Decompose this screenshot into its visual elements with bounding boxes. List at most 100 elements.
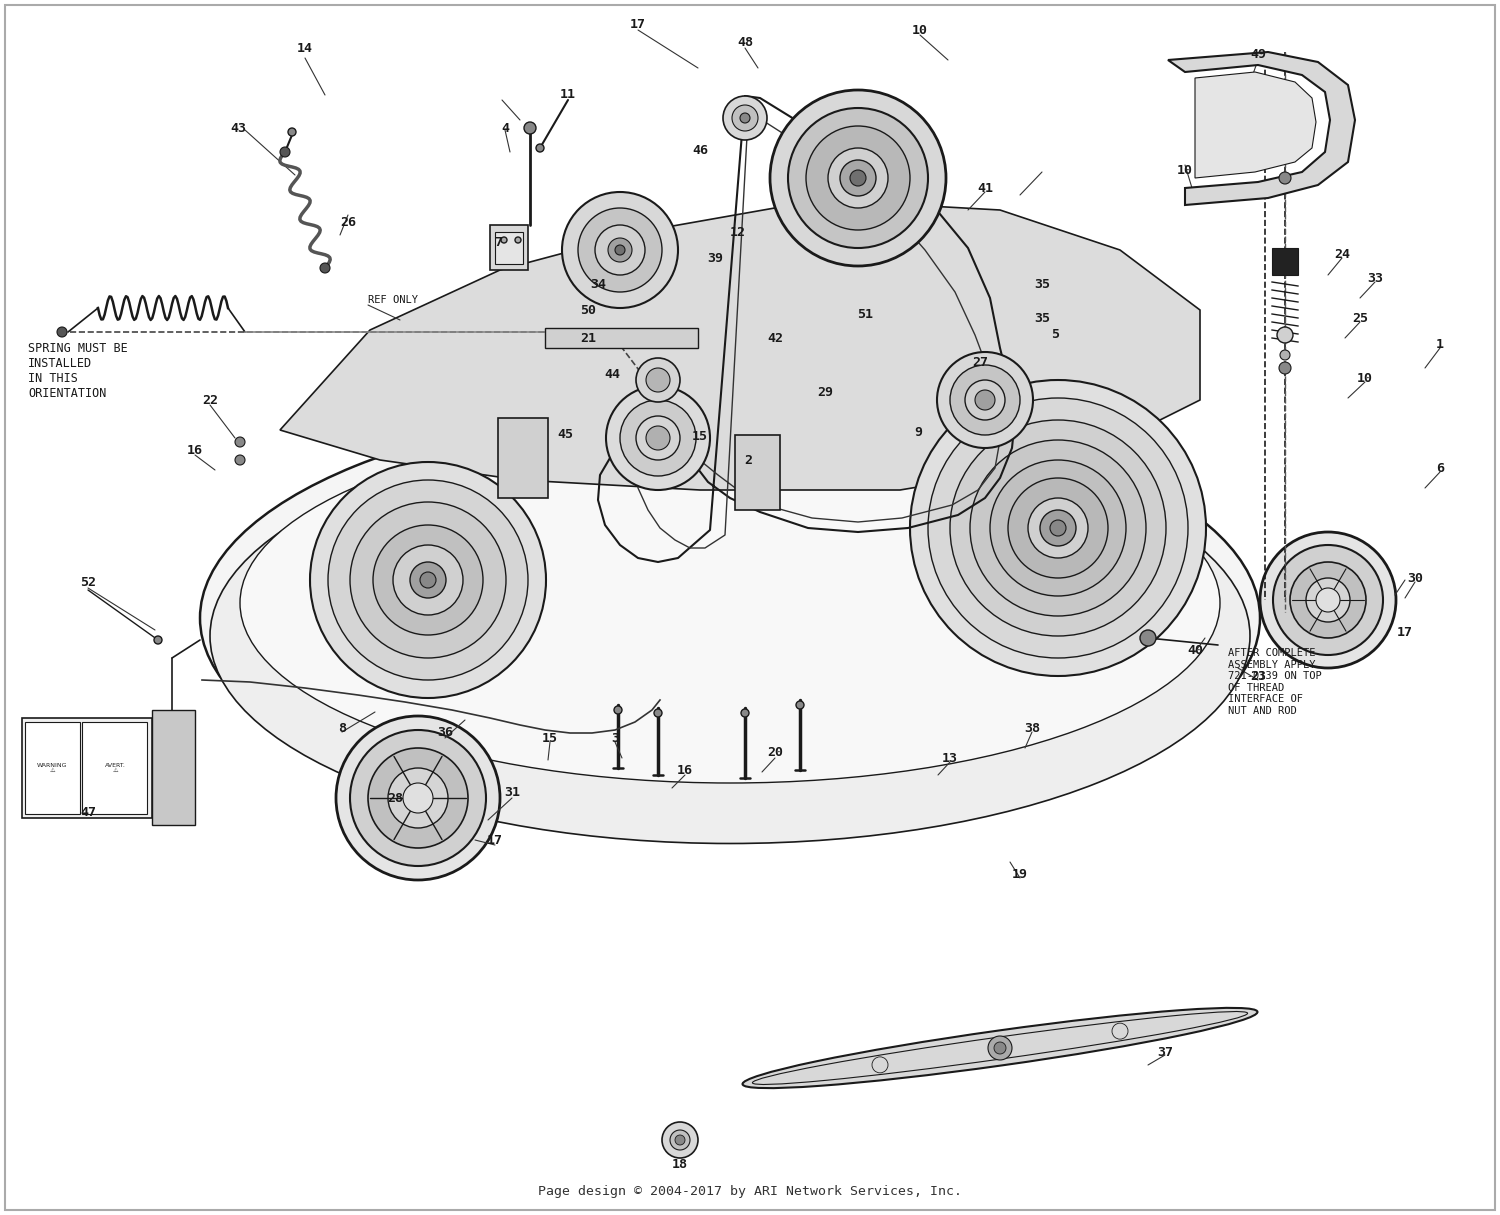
Circle shape xyxy=(910,380,1206,676)
Text: 7: 7 xyxy=(494,237,502,249)
Text: 28: 28 xyxy=(387,791,404,804)
Text: 2: 2 xyxy=(744,453,752,467)
Text: 44: 44 xyxy=(604,368,619,382)
Text: 45: 45 xyxy=(556,429,573,441)
Circle shape xyxy=(732,104,758,131)
Circle shape xyxy=(675,1135,686,1145)
Text: 34: 34 xyxy=(590,278,606,292)
Circle shape xyxy=(636,358,680,402)
Ellipse shape xyxy=(240,423,1220,782)
Circle shape xyxy=(514,237,520,243)
Circle shape xyxy=(1280,173,1292,183)
Circle shape xyxy=(654,710,662,717)
Text: 16: 16 xyxy=(676,763,693,776)
Text: 26: 26 xyxy=(340,215,356,228)
Circle shape xyxy=(615,245,626,255)
Polygon shape xyxy=(152,710,195,825)
FancyBboxPatch shape xyxy=(82,722,147,814)
Circle shape xyxy=(1276,327,1293,343)
Circle shape xyxy=(57,327,68,337)
Circle shape xyxy=(871,1057,888,1073)
Circle shape xyxy=(988,1036,1012,1059)
Polygon shape xyxy=(735,435,780,510)
Circle shape xyxy=(970,440,1146,616)
Circle shape xyxy=(410,563,446,598)
Circle shape xyxy=(288,128,296,136)
Circle shape xyxy=(1306,578,1350,622)
Text: 47: 47 xyxy=(80,806,96,819)
Text: 17: 17 xyxy=(630,18,646,32)
Text: 46: 46 xyxy=(692,143,708,157)
Text: 48: 48 xyxy=(736,35,753,49)
Circle shape xyxy=(850,170,865,186)
Circle shape xyxy=(280,147,290,157)
Circle shape xyxy=(1028,498,1088,558)
Circle shape xyxy=(154,635,162,644)
Circle shape xyxy=(646,426,670,450)
Text: 38: 38 xyxy=(1024,722,1039,735)
Text: 3: 3 xyxy=(610,731,620,745)
Circle shape xyxy=(723,96,766,140)
Circle shape xyxy=(1290,563,1366,638)
Text: 33: 33 xyxy=(1366,271,1383,284)
Circle shape xyxy=(1260,532,1396,668)
Circle shape xyxy=(388,768,448,827)
Circle shape xyxy=(524,122,536,134)
FancyBboxPatch shape xyxy=(495,232,524,264)
Circle shape xyxy=(1050,520,1066,536)
Text: 24: 24 xyxy=(1334,249,1350,261)
FancyBboxPatch shape xyxy=(490,225,528,270)
Text: 29: 29 xyxy=(818,385,833,399)
Text: 15: 15 xyxy=(692,430,708,443)
Text: 10: 10 xyxy=(1178,164,1192,176)
Circle shape xyxy=(393,546,464,615)
Circle shape xyxy=(596,225,645,275)
Text: 13: 13 xyxy=(942,752,958,764)
Circle shape xyxy=(350,502,506,659)
Text: 35: 35 xyxy=(1034,311,1050,324)
Text: 16: 16 xyxy=(188,443,202,457)
Circle shape xyxy=(840,160,876,196)
Text: 17: 17 xyxy=(1396,627,1413,639)
Circle shape xyxy=(501,237,507,243)
Circle shape xyxy=(1280,350,1290,360)
Circle shape xyxy=(670,1130,690,1151)
Circle shape xyxy=(994,1042,1006,1053)
Circle shape xyxy=(374,525,483,635)
Circle shape xyxy=(1280,362,1292,374)
Text: 4: 4 xyxy=(501,122,509,135)
Circle shape xyxy=(310,462,546,697)
Circle shape xyxy=(788,108,928,248)
Text: AVERT.
⚠: AVERT. ⚠ xyxy=(105,763,126,774)
Circle shape xyxy=(1008,477,1108,578)
Circle shape xyxy=(336,716,500,880)
Text: 10: 10 xyxy=(912,23,928,36)
Text: 19: 19 xyxy=(1013,869,1028,882)
Text: 35: 35 xyxy=(1034,278,1050,292)
Text: 51: 51 xyxy=(856,309,873,322)
Polygon shape xyxy=(1168,52,1354,205)
Circle shape xyxy=(320,262,330,273)
Text: 40: 40 xyxy=(1186,644,1203,656)
Text: 30: 30 xyxy=(1407,571,1424,584)
Circle shape xyxy=(964,380,1005,420)
Circle shape xyxy=(1040,510,1076,546)
Text: AFTER COMPLETE
ASSEMBLY APPLY
721-0139 ON TOP
OF THREAD
INTERFACE OF
NUT AND ROD: AFTER COMPLETE ASSEMBLY APPLY 721-0139 O… xyxy=(1228,648,1322,716)
Ellipse shape xyxy=(200,403,1260,833)
Text: 10: 10 xyxy=(1358,372,1372,384)
Polygon shape xyxy=(498,418,548,498)
Text: 9: 9 xyxy=(914,425,922,439)
Circle shape xyxy=(404,782,433,813)
Polygon shape xyxy=(544,328,698,347)
Circle shape xyxy=(614,706,622,714)
Circle shape xyxy=(236,454,244,465)
Circle shape xyxy=(536,145,544,152)
Circle shape xyxy=(662,1121,698,1158)
Text: 5: 5 xyxy=(1052,328,1059,341)
Circle shape xyxy=(328,480,528,680)
Text: 17: 17 xyxy=(488,833,502,847)
Circle shape xyxy=(740,113,750,123)
Text: 6: 6 xyxy=(1436,462,1444,475)
Text: 8: 8 xyxy=(338,722,346,735)
Ellipse shape xyxy=(210,429,1250,843)
